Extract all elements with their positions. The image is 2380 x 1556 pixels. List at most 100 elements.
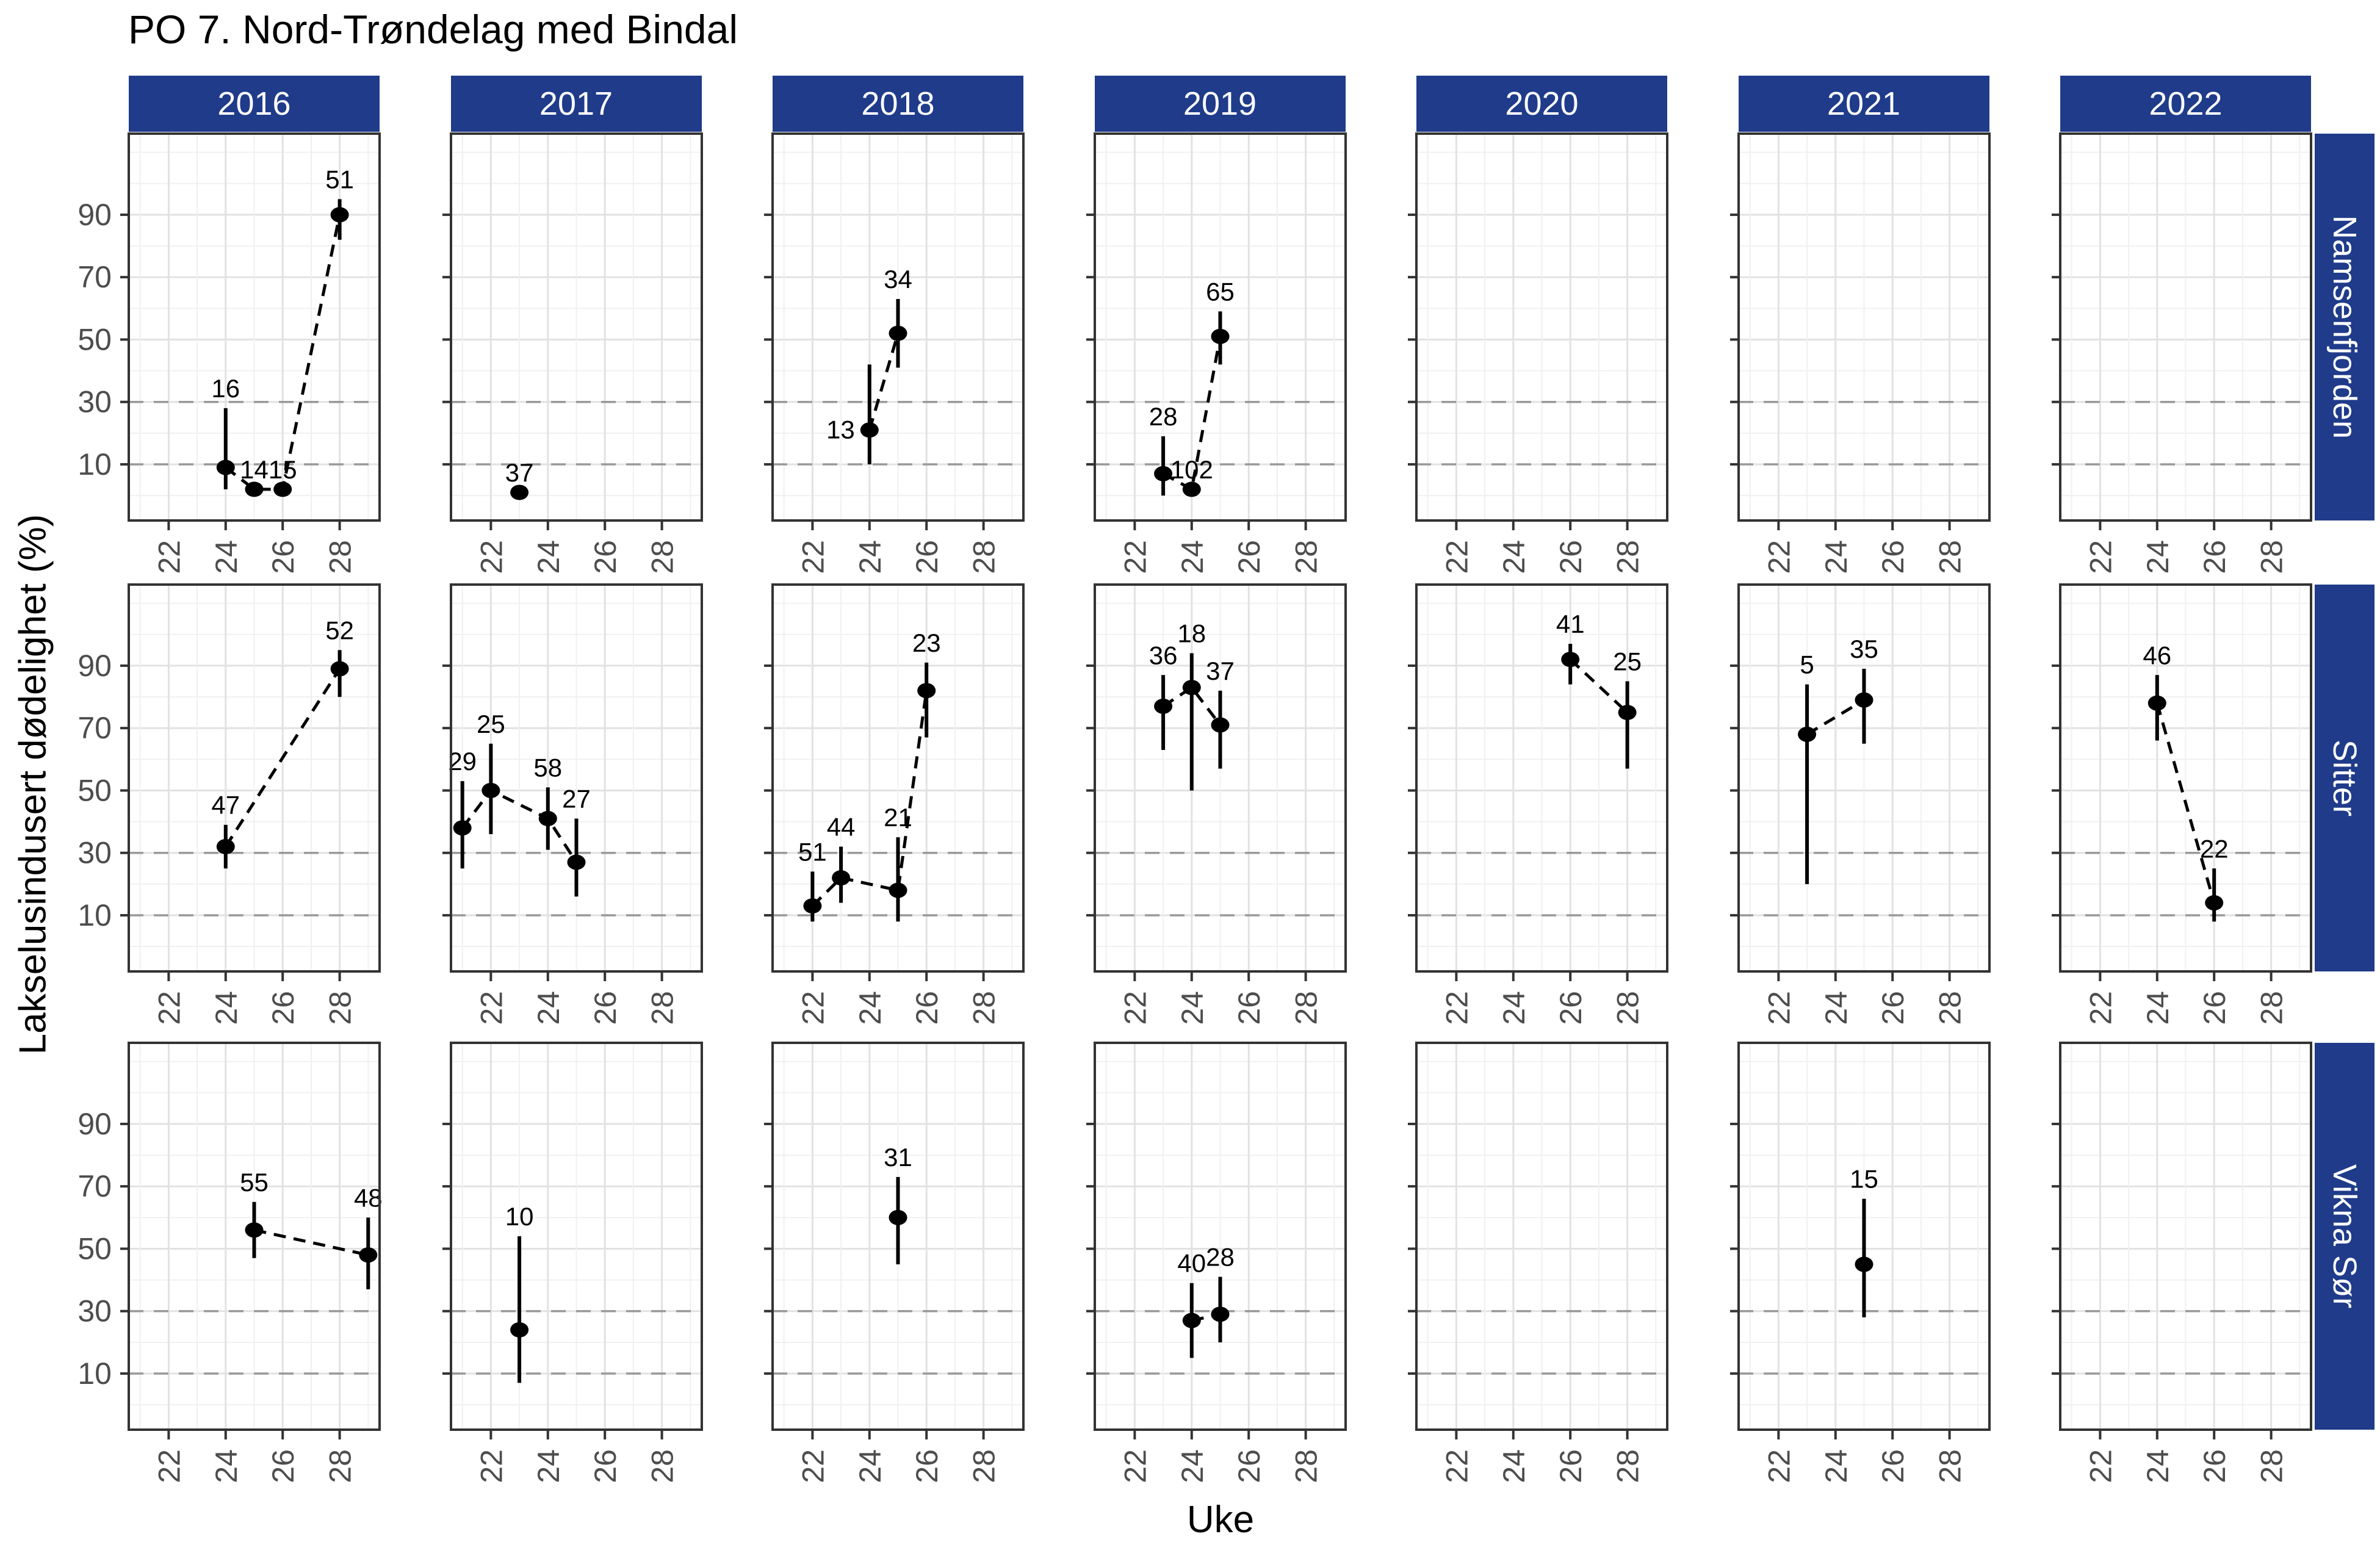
x-tick-label: 28: [2255, 540, 2289, 574]
panel-2017-vikna-sør: 10 22 24 26 28: [442, 1042, 703, 1483]
count-label: 51: [798, 837, 827, 866]
count-label: 37: [505, 458, 533, 487]
x-tick-label: 22: [474, 1449, 508, 1483]
facet-row-label: Sitter: [2326, 739, 2364, 817]
panel-2017-namsenfjorden: 37 22 24 26 28: [442, 132, 703, 574]
x-tick-label: 22: [1440, 991, 1474, 1025]
x-tick-label: 28: [1611, 991, 1645, 1025]
facet-year-header-2016: 2016: [129, 76, 380, 132]
y-axis-title: Lakselusindusert dødelighet (%): [12, 514, 54, 1055]
data-point: [832, 870, 851, 886]
facet-row-strip-namsenfjorden: Namsenfjorden: [2315, 134, 2375, 520]
panel-border: [2059, 1042, 2312, 1431]
x-tick-label: 22: [796, 540, 830, 574]
x-tick-label: 26: [2198, 991, 2232, 1025]
data-point: [1153, 466, 1172, 481]
data-point: [2147, 695, 2166, 711]
x-tick-label: 24: [1175, 1449, 1209, 1483]
panel-2017-sitter: 29 25 58 27 22 24 26 28: [442, 583, 703, 1025]
panel-svg: 31 22 24 26 28: [764, 1042, 1025, 1483]
panel-border: [771, 132, 1025, 522]
x-tick-label: 26: [1876, 1449, 1910, 1483]
x-tick-label: 24: [209, 1449, 243, 1483]
x-tick-label: 26: [266, 1449, 300, 1483]
count-label: 35: [1850, 635, 1878, 663]
connector-line: [2155, 702, 2216, 904]
count-label: 18: [1177, 619, 1206, 647]
panel-svg: 46 22 22 24 26 28: [2052, 583, 2312, 1025]
data-point: [917, 683, 936, 699]
data-point: [1182, 680, 1201, 696]
count-label: 23: [912, 629, 941, 657]
facet-year-header-2018: 2018: [773, 76, 1023, 132]
panel-border: [771, 1042, 1025, 1431]
data-point: [1211, 1306, 1229, 1322]
panel-border: [1415, 583, 1668, 973]
x-tick-label: 28: [1933, 540, 1967, 574]
panel-2021-vikna-sør: 15 22 24 26 28: [1729, 1042, 1991, 1483]
facet-year-label: 2017: [539, 85, 613, 122]
panel-svg: 22 24 26 28: [1408, 1042, 1668, 1483]
data-point: [245, 481, 264, 497]
facet-year-header-2019: 2019: [1094, 76, 1346, 132]
x-tick-label: 24: [209, 991, 243, 1025]
connector-line: [811, 690, 928, 907]
x-tick-label: 22: [2083, 1449, 2118, 1483]
data-point: [1182, 481, 1201, 497]
x-tick-label: 26: [1554, 540, 1588, 574]
facet-year-label: 2019: [1183, 85, 1257, 122]
panel-svg: 22 24 26 28: [2052, 1042, 2312, 1483]
count-label: 29: [448, 747, 477, 776]
data-point: [481, 782, 500, 798]
x-tick-label: 24: [1497, 1449, 1531, 1483]
panel-2019-namsenfjorden: 28 102 65 22 24 26 28: [1086, 132, 1347, 574]
facet-year-header-2017: 2017: [450, 76, 702, 132]
y-tick-label: 70: [78, 260, 112, 294]
count-label: 15: [1850, 1165, 1878, 1194]
panel-2022-vikna-sør: 22 24 26 28: [2052, 1042, 2312, 1483]
panel-border: [1415, 132, 1668, 522]
panel-border: [128, 583, 381, 973]
panel-svg: 28 102 65 22 24 26 28: [1086, 132, 1347, 574]
x-tick-label: 24: [1497, 540, 1531, 574]
x-tick-label: 26: [1554, 991, 1588, 1025]
x-tick-label: 26: [910, 540, 944, 574]
data-point: [1561, 652, 1580, 668]
panel-border: [1737, 583, 1991, 973]
count-label: 28: [1149, 402, 1177, 431]
panel-2022-namsenfjorden: 22 24 26 28: [2052, 132, 2312, 574]
x-tick-label: 28: [1933, 991, 1967, 1025]
count-label: 27: [562, 784, 591, 813]
count-label: 102: [1170, 455, 1213, 484]
panel-border: [128, 132, 381, 522]
panel-2019-sitter: 36 18 37 22 24 26 28: [1086, 583, 1347, 1025]
facet-row-strip-vikna-sør: Vikna Sør: [2315, 1043, 2375, 1430]
x-tick-label: 28: [1289, 540, 1323, 574]
data-point: [1182, 1313, 1201, 1328]
data-point: [1797, 726, 1816, 742]
x-tick-label: 26: [2198, 540, 2232, 574]
count-label: 22: [2200, 834, 2229, 863]
x-tick-label: 26: [1876, 991, 1910, 1025]
panel-border: [128, 1042, 381, 1431]
data-point: [330, 207, 349, 223]
count-label: 51: [325, 165, 354, 193]
y-tick-label: 90: [78, 1107, 112, 1141]
x-tick-label: 22: [2083, 991, 2118, 1025]
x-tick-label: 26: [1232, 540, 1266, 574]
panel-2016-sitter: 47 52 90 70 50 30 10 22 24 26 28: [78, 583, 381, 1025]
panel-svg: 5 35 22 24 26 28: [1729, 583, 1991, 1025]
data-point: [889, 882, 907, 898]
y-tick-label: 90: [78, 198, 112, 232]
facet-row-label: Namsenfjorden: [2326, 215, 2363, 439]
connector-line: [1162, 336, 1222, 492]
x-tick-label: 24: [853, 1449, 887, 1483]
x-tick-label: 24: [1175, 991, 1209, 1025]
count-label: 25: [1613, 647, 1642, 676]
count-label: 48: [354, 1183, 383, 1212]
facet-year-label: 2022: [2149, 85, 2223, 122]
x-tick-label: 22: [1118, 540, 1152, 574]
data-point: [216, 459, 235, 475]
